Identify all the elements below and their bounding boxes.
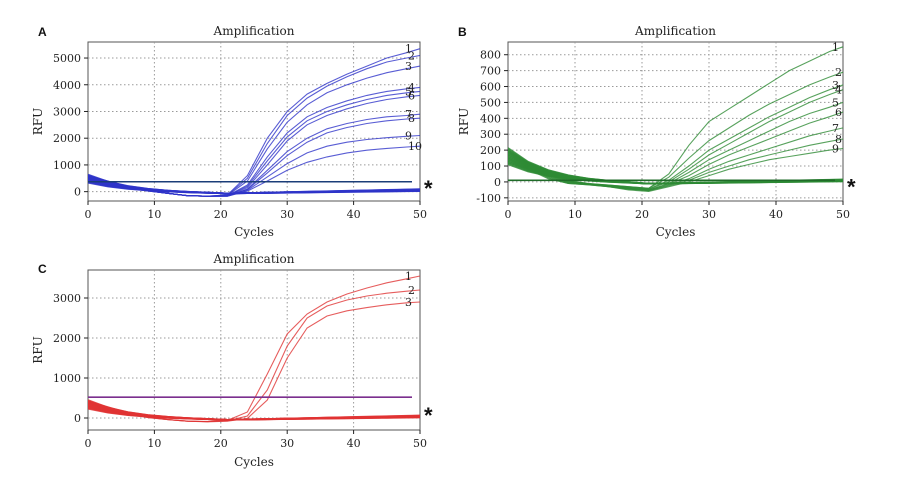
chart-title: Amplification: [213, 24, 295, 38]
x-tick-label: 0: [505, 208, 512, 221]
y-tick-label: 5000: [53, 52, 81, 65]
y-tick-label: 600: [480, 81, 501, 94]
series-group: [508, 46, 844, 193]
series-label-9: 9: [832, 143, 839, 156]
series-label-1: 1: [405, 270, 412, 283]
x-tick-label: 20: [214, 437, 228, 450]
series-line-9: [508, 147, 844, 193]
series-line-8: [88, 117, 421, 197]
series-label-2: 2: [835, 66, 842, 79]
panel-label: B: [458, 25, 467, 39]
series-line-1: [508, 46, 844, 189]
baseline-curve: [88, 399, 421, 421]
x-tick-label: 50: [836, 208, 850, 221]
series-label-8: 8: [835, 133, 842, 146]
asterisk-annotation: *: [424, 176, 433, 201]
series-line-7: [508, 127, 844, 192]
series-label-9: 9: [405, 130, 412, 143]
panel-b: B Amplification 0 10 20 30 40 50 -100 0 100 200 300 4…: [457, 24, 856, 239]
y-tick-label: 200: [480, 144, 501, 157]
chart-title: Amplification: [634, 24, 716, 38]
x-tick-label: 40: [347, 437, 361, 450]
series-line-3: [88, 301, 421, 423]
y-tick-label: 3000: [53, 292, 81, 305]
y-tick-label: 800: [480, 49, 501, 62]
y-tick-label: 0: [74, 412, 81, 425]
y-tick-label: 4000: [53, 79, 81, 92]
asterisk-annotation: *: [847, 174, 856, 199]
series-label-4: 4: [408, 81, 415, 94]
series-line-3: [88, 65, 421, 197]
series-label-8: 8: [408, 112, 415, 125]
x-tick-label: 10: [568, 208, 582, 221]
y-tick-label: 0: [494, 176, 501, 189]
y-tick-label: 1000: [53, 372, 81, 385]
y-axis-label: RFU: [457, 108, 471, 135]
series-label-7: 7: [405, 108, 412, 121]
series-label-2: 2: [408, 49, 415, 62]
x-tick-label: 0: [85, 208, 92, 221]
plot-frame: [87, 41, 421, 202]
series-label-1: 1: [832, 41, 839, 54]
panel-c: C Amplification 0 10 20 30 40 50 0 1000 2000 3000 Cy…: [31, 252, 433, 469]
x-tick-label: 10: [147, 437, 161, 450]
y-tick-label: 100: [480, 160, 501, 173]
x-axis-label: Cycles: [234, 455, 274, 469]
y-axis-label: RFU: [31, 336, 45, 363]
x-tick-label: 30: [280, 208, 294, 221]
x-tick-label: 30: [280, 437, 294, 450]
series-label-10: 10: [408, 140, 422, 153]
panel-label: C: [38, 262, 47, 276]
series-group: [88, 48, 421, 197]
x-tick-label: 50: [413, 208, 427, 221]
x-tick-label: 30: [702, 208, 716, 221]
y-tick-label: 1000: [53, 159, 81, 172]
x-tick-label: 20: [214, 208, 228, 221]
series-label-5: 5: [405, 85, 412, 98]
series-line-10: [88, 145, 421, 197]
y-tick-label: 500: [480, 96, 501, 109]
series-line-1: [88, 275, 421, 423]
series-label-3: 3: [405, 60, 412, 73]
series-label-1: 1: [405, 43, 412, 56]
x-axis-label: Cycles: [234, 225, 274, 239]
plot-frame: [87, 269, 421, 431]
y-tick-label: 300: [480, 128, 501, 141]
asterisk-annotation: *: [424, 403, 433, 428]
y-tick-label: -100: [476, 192, 501, 205]
series-label-3: 3: [405, 296, 412, 309]
y-tick-label: 2000: [53, 332, 81, 345]
x-axis-label: Cycles: [656, 225, 696, 239]
baseline-curve: [88, 173, 421, 195]
x-tick-label: 10: [147, 208, 161, 221]
y-tick-label: 0: [74, 186, 81, 199]
series-label-6: 6: [408, 89, 415, 102]
x-tick-label: 0: [85, 437, 92, 450]
series-label-2: 2: [408, 284, 415, 297]
plot-frame: [507, 41, 844, 202]
chart-title: Amplification: [213, 252, 295, 266]
x-tick-label: 20: [635, 208, 649, 221]
series-label-6: 6: [835, 106, 842, 119]
x-tick-label: 40: [347, 208, 361, 221]
x-tick-label: 40: [769, 208, 783, 221]
y-tick-label: 400: [480, 112, 501, 125]
x-tick-label: 50: [413, 437, 427, 450]
series-label-5: 5: [832, 96, 839, 109]
y-tick-label: 3000: [53, 105, 81, 118]
series-label-7: 7: [832, 122, 839, 135]
series-line-1: [88, 48, 421, 197]
series-line-2: [88, 289, 421, 423]
series-group: [88, 275, 421, 423]
y-tick-label: 700: [480, 65, 501, 78]
y-axis-label: RFU: [31, 108, 45, 135]
panel-a: A Amplification 0 10 20 30 40 50 0 1000 2000 3000 40…: [31, 24, 433, 239]
series-label-3: 3: [832, 79, 839, 92]
panel-label: A: [38, 25, 47, 39]
y-tick-label: 2000: [53, 132, 81, 145]
series-label-4: 4: [835, 84, 842, 97]
